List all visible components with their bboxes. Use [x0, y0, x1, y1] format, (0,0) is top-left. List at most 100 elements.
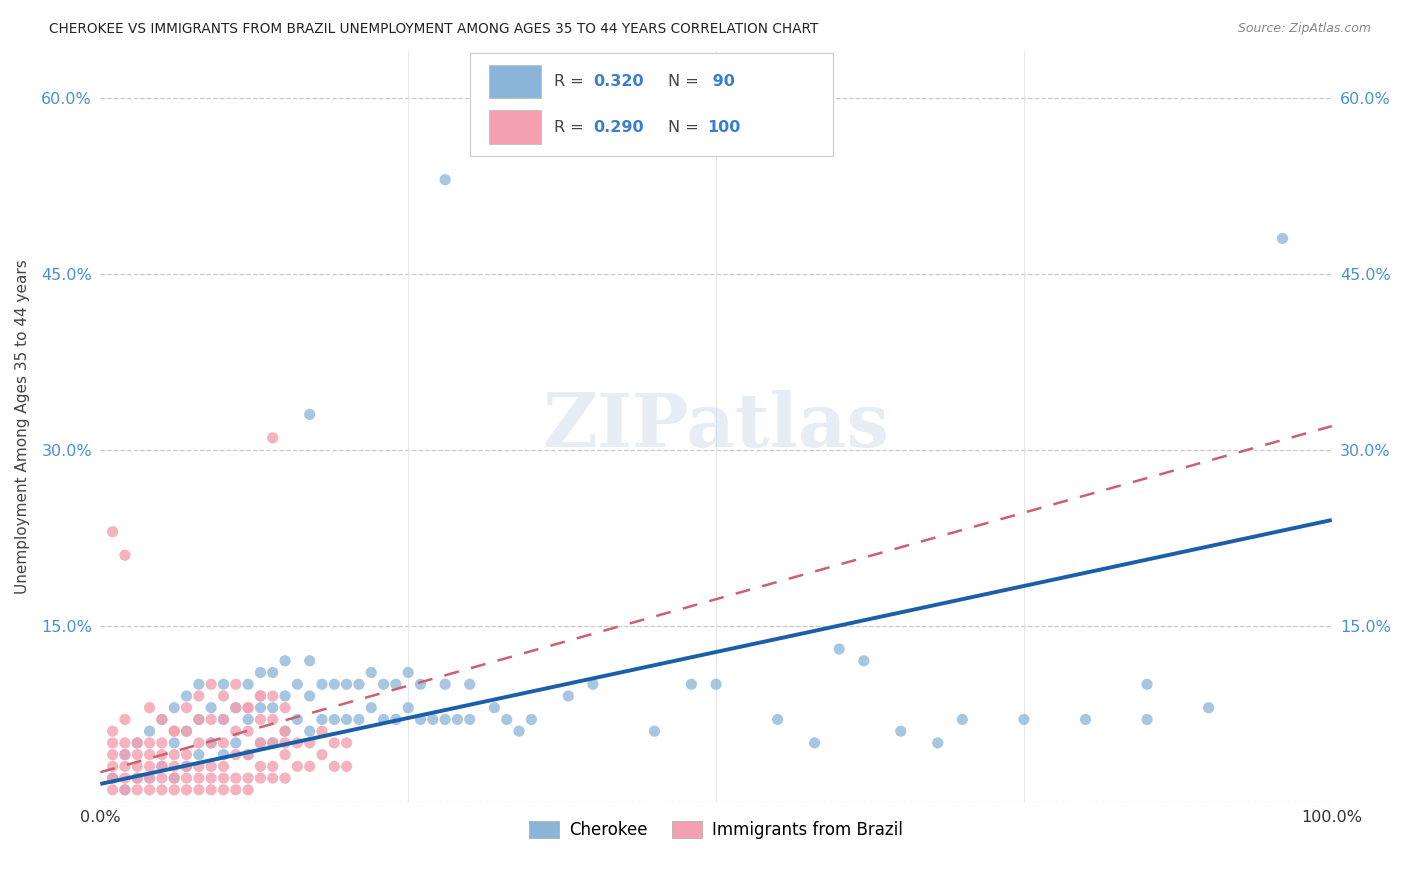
Point	[163, 700, 186, 714]
Point	[262, 759, 284, 773]
Point	[236, 713, 259, 727]
Point	[236, 771, 259, 785]
Point	[274, 700, 297, 714]
Point	[138, 700, 160, 714]
Point	[1136, 677, 1159, 691]
Point	[336, 713, 359, 727]
Point	[262, 736, 284, 750]
Point	[274, 724, 297, 739]
Point	[225, 700, 247, 714]
Point	[176, 782, 198, 797]
Point	[101, 747, 124, 762]
Point	[373, 677, 395, 691]
Point	[225, 782, 247, 797]
Point	[262, 431, 284, 445]
Point	[212, 782, 235, 797]
Point	[927, 736, 949, 750]
Point	[138, 782, 160, 797]
Point	[212, 759, 235, 773]
Point	[101, 759, 124, 773]
Point	[163, 747, 186, 762]
Point	[434, 713, 457, 727]
Point	[101, 771, 124, 785]
Point	[236, 700, 259, 714]
Point	[274, 747, 297, 762]
Point	[262, 665, 284, 680]
Point	[249, 736, 271, 750]
Point	[446, 713, 468, 727]
Point	[385, 677, 408, 691]
Point	[150, 713, 173, 727]
Point	[212, 677, 235, 691]
Point	[409, 713, 432, 727]
Point	[249, 736, 271, 750]
Point	[298, 724, 321, 739]
Point	[225, 736, 247, 750]
Point	[101, 771, 124, 785]
Point	[127, 771, 149, 785]
Point	[225, 747, 247, 762]
Text: R =: R =	[554, 74, 588, 89]
Text: 100: 100	[707, 120, 741, 135]
Text: 0.320: 0.320	[593, 74, 644, 89]
Point	[422, 713, 444, 727]
Point	[274, 654, 297, 668]
Point	[236, 700, 259, 714]
Point	[138, 771, 160, 785]
Point	[212, 713, 235, 727]
Point	[508, 724, 530, 739]
Point	[127, 747, 149, 762]
Point	[127, 771, 149, 785]
Point	[311, 677, 333, 691]
Point	[200, 771, 222, 785]
Point	[262, 736, 284, 750]
Point	[150, 782, 173, 797]
Text: N =: N =	[668, 120, 704, 135]
Point	[187, 736, 209, 750]
Text: Source: ZipAtlas.com: Source: ZipAtlas.com	[1237, 22, 1371, 36]
Point	[138, 759, 160, 773]
Point	[212, 713, 235, 727]
Point	[311, 713, 333, 727]
Point	[176, 771, 198, 785]
Point	[200, 782, 222, 797]
Point	[520, 713, 543, 727]
Point	[249, 759, 271, 773]
Point	[200, 759, 222, 773]
Point	[114, 771, 136, 785]
Point	[150, 771, 173, 785]
Point	[187, 713, 209, 727]
Point	[176, 724, 198, 739]
Point	[323, 677, 346, 691]
Point	[852, 654, 875, 668]
Point	[114, 736, 136, 750]
Point	[225, 724, 247, 739]
Point	[150, 713, 173, 727]
Point	[101, 524, 124, 539]
FancyBboxPatch shape	[470, 53, 832, 156]
Point	[138, 736, 160, 750]
Point	[127, 759, 149, 773]
Point	[336, 759, 359, 773]
Point	[311, 747, 333, 762]
Point	[200, 700, 222, 714]
Y-axis label: Unemployment Among Ages 35 to 44 years: Unemployment Among Ages 35 to 44 years	[15, 259, 30, 593]
Point	[187, 713, 209, 727]
Point	[385, 713, 408, 727]
Point	[249, 771, 271, 785]
Point	[187, 689, 209, 703]
Point	[285, 713, 308, 727]
Point	[101, 736, 124, 750]
Point	[828, 642, 851, 657]
Point	[163, 771, 186, 785]
Point	[336, 736, 359, 750]
FancyBboxPatch shape	[489, 111, 541, 144]
Point	[643, 724, 665, 739]
Point	[347, 713, 370, 727]
Point	[311, 724, 333, 739]
Point	[890, 724, 912, 739]
Point	[163, 736, 186, 750]
Point	[298, 759, 321, 773]
Text: 90: 90	[707, 74, 735, 89]
Point	[1271, 231, 1294, 245]
